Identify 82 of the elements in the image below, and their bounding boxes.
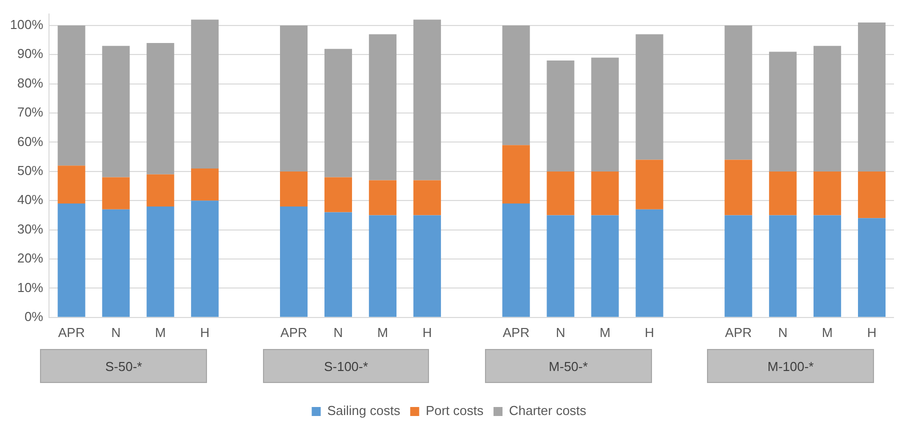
- bar: [724, 160, 752, 216]
- bar: [769, 52, 797, 172]
- bar: [280, 206, 308, 317]
- x-tick-label: H: [867, 324, 876, 340]
- bar: [324, 177, 352, 212]
- bar: [546, 171, 574, 216]
- legend-label: Port costs: [426, 403, 484, 418]
- bar: [546, 60, 574, 172]
- bar: [814, 46, 842, 172]
- x-tick-label: N: [334, 324, 343, 340]
- bar: [58, 166, 86, 204]
- bar: [591, 215, 619, 317]
- bar: [769, 171, 797, 216]
- y-tick-label: 0%: [24, 308, 44, 324]
- y-tick-label: 20%: [17, 250, 44, 266]
- bar: [146, 42, 174, 174]
- x-tick-label: M: [377, 324, 388, 340]
- x-tick-label: APR: [725, 324, 752, 340]
- bar: [546, 215, 574, 317]
- bar: [591, 171, 619, 216]
- text: S-100-*: [262, 349, 430, 384]
- y-tick-label: 80%: [17, 75, 44, 90]
- y-tick-label: 50%: [17, 163, 44, 178]
- bar: [146, 206, 174, 317]
- bar: [769, 215, 797, 317]
- y-tick-label: 10%: [17, 280, 44, 295]
- bar: [280, 171, 308, 206]
- x-tick-label: N: [778, 324, 788, 340]
- bar: [191, 20, 219, 169]
- y-tick-label: 90%: [17, 46, 44, 62]
- bar: [368, 34, 396, 180]
- bar: [368, 180, 396, 216]
- bar: [858, 218, 886, 317]
- legend-label: Charter costs: [508, 403, 587, 418]
- bar: [146, 174, 174, 206]
- x-tick-label: H: [422, 324, 432, 340]
- x-tick-label: M: [822, 324, 833, 340]
- bar: [58, 204, 86, 317]
- x-tick-label: APR: [502, 324, 530, 340]
- y-tick-label: 100%: [10, 17, 44, 32]
- bar: [858, 171, 886, 218]
- x-tick-label: H: [644, 324, 654, 340]
- y-tick-label: 40%: [17, 192, 44, 208]
- text: M-50-*: [484, 349, 652, 384]
- bar: [502, 204, 530, 317]
- bar: [324, 212, 352, 317]
- bar: [591, 58, 619, 172]
- bar: [280, 25, 308, 172]
- x-tick-label: APR: [280, 324, 308, 340]
- bar: [413, 180, 441, 216]
- bar: [814, 171, 842, 216]
- x-tick-label: APR: [58, 324, 85, 340]
- bar: [324, 48, 352, 178]
- x-tick-label: H: [200, 324, 210, 340]
- x-tick-label: M: [154, 324, 166, 340]
- bar: [102, 209, 130, 317]
- bar: [102, 177, 130, 210]
- x-tick-label: N: [556, 324, 566, 340]
- bar: [368, 215, 396, 317]
- bar: [191, 200, 219, 317]
- bar: [502, 25, 530, 146]
- bar: [724, 25, 752, 160]
- x-tick-label: M: [600, 324, 610, 340]
- y-tick-label: 70%: [17, 104, 44, 120]
- bar: [636, 160, 664, 210]
- legend-label: Sailing costs: [327, 403, 401, 418]
- y-tick-label: 60%: [17, 134, 44, 149]
- bar: [814, 215, 842, 317]
- y-tick-label: 30%: [17, 221, 44, 236]
- bar: [502, 145, 530, 204]
- x-tick-label: N: [111, 324, 121, 340]
- bar: [858, 22, 886, 172]
- text: M-100-*: [707, 349, 874, 384]
- bar: [58, 25, 86, 166]
- bar: [191, 168, 219, 201]
- bar: [636, 209, 664, 317]
- bar: [724, 215, 752, 317]
- bar: [413, 20, 441, 180]
- text: S-50-*: [40, 349, 208, 384]
- bar: [636, 34, 664, 160]
- bar: [413, 215, 441, 317]
- bar: [102, 46, 130, 178]
